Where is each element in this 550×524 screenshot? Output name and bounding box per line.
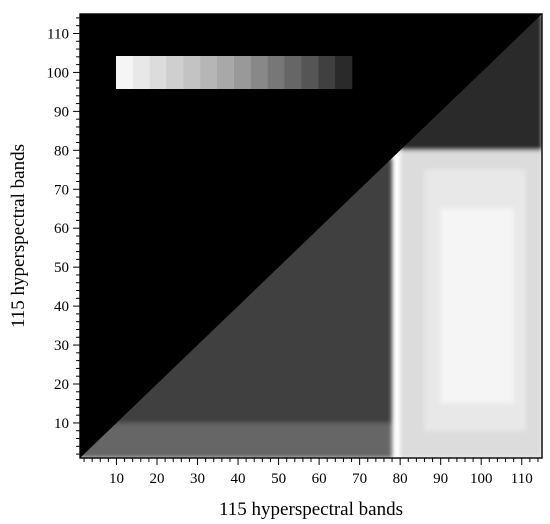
legend-swatch: [250, 56, 269, 89]
legend-label: -0.5: [111, 99, 138, 118]
y-tick-label: 30: [54, 338, 69, 354]
legend-swatch: [335, 56, 353, 89]
legend-swatch: [149, 56, 167, 89]
y-tick-label: 90: [54, 104, 69, 120]
y-axis-title: 115 hyperspectral bands: [8, 144, 29, 328]
y-tick-label: 60: [54, 221, 69, 237]
legend-label: 0.5: [282, 99, 303, 118]
x-tick-label: 40: [231, 471, 246, 487]
y-tick-label: 10: [54, 416, 69, 432]
y-tick-label: 20: [54, 377, 69, 393]
x-tick-label: 80: [393, 471, 408, 487]
y-tick-label: 50: [54, 260, 69, 276]
legend-swatch: [284, 56, 302, 89]
legend-swatch: [200, 56, 218, 89]
heatmap-region-cross-block-center: [440, 208, 514, 404]
legend-swatch: [267, 56, 285, 89]
x-axis-title: 115 hyperspectral bands: [219, 499, 403, 520]
x-tick-label: 110: [511, 471, 533, 487]
y-tick-label: 110: [47, 26, 69, 42]
y-axis-ticks: 10 20 30 40 50 60 70 80 90 100 110: [47, 17, 80, 455]
y-tick-label: 100: [47, 65, 70, 81]
y-tick-label: 80: [54, 143, 69, 159]
y-tick-label: 70: [54, 182, 69, 198]
x-tick-label: 10: [109, 471, 124, 487]
legend-colorbar: [116, 56, 353, 89]
x-tick-label: 70: [352, 471, 367, 487]
x-axis-ticks: 10 20 30 40 50 60 70 80 90 100 110: [83, 458, 539, 487]
legend-swatch: [234, 56, 252, 89]
legend-swatch: [132, 56, 151, 89]
legend-title: Correlation coefficient: [151, 33, 325, 53]
x-tick-label: 60: [312, 471, 327, 487]
x-tick-label: 100: [470, 471, 493, 487]
legend-swatch: [166, 56, 184, 89]
legend-labels: -0.5 0 0.5 0.8: [111, 99, 354, 118]
upper-triangle-fill: [80, 14, 542, 458]
legend-swatch: [183, 56, 201, 89]
legend-swatch: [318, 56, 336, 89]
x-tick-label: 30: [190, 471, 205, 487]
legend-swatch: [116, 56, 134, 89]
x-tick-label: 90: [433, 471, 448, 487]
legend-swatch: [217, 56, 235, 89]
x-tick-label: 50: [271, 471, 286, 487]
x-tick-label: 20: [150, 471, 165, 487]
legend-swatch: [301, 56, 319, 89]
legend: Correlation coefficient -0.5 0 0.5 0.8: [111, 33, 354, 118]
legend-label: 0.8: [333, 99, 354, 118]
y-tick-label: 40: [54, 299, 69, 315]
plot-area: [80, 14, 542, 458]
legend-label: 0: [204, 99, 213, 118]
heatmap-region-bands-1-22-edge: [80, 422, 393, 458]
